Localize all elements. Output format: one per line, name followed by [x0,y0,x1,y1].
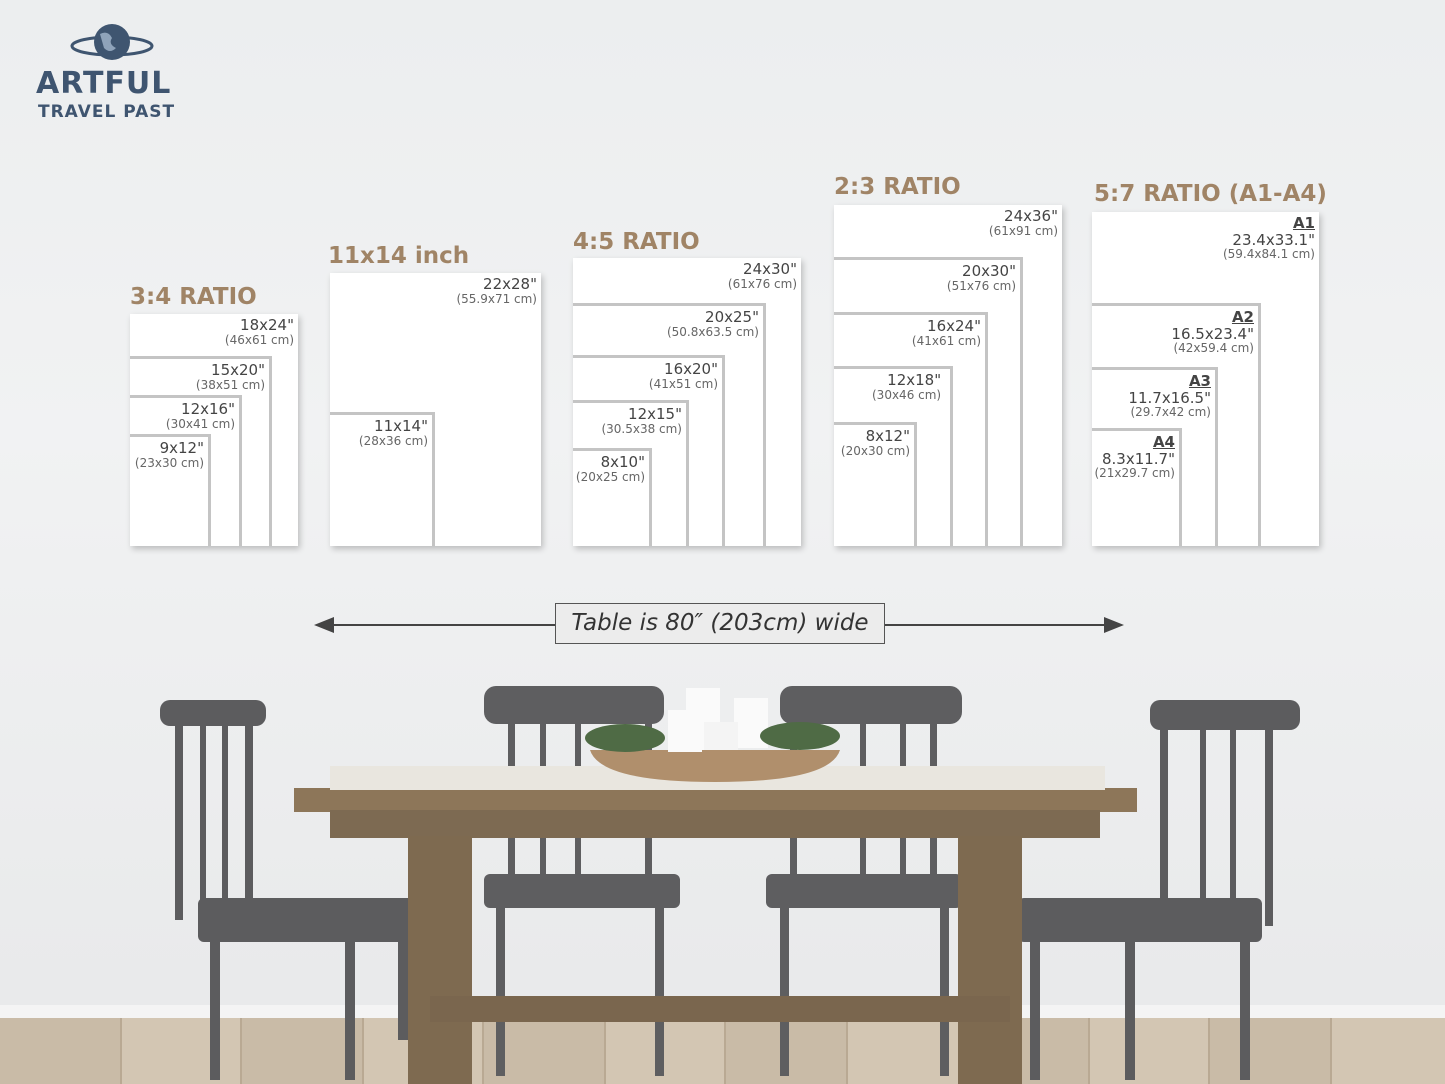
size-cm: (21x29.7 cm) [1094,466,1175,480]
size-cm: (59.4x84.1 cm) [1222,247,1315,261]
size-inches: 9x12" [159,439,204,457]
dining-scene [160,686,1300,1084]
size-cm: (51x76 cm) [946,278,1016,293]
frame-size: A4 8.3x11.7" (21x29.7 cm) [1092,428,1182,546]
size-inches: 12x18" [887,371,942,389]
size-inches: 23.4x33.1" [1232,230,1315,249]
size-cm: (41x51 cm) [648,376,718,391]
size-group-5-7: A1 23.4x33.1" (59.4x84.1 cm) A2 16.5x23.4"(… [1092,212,1319,546]
size-cm: (61x91 cm) [988,223,1058,238]
frame-size: 8x10" (20x25 cm) [573,448,652,546]
group-title: 5:7 RATIO (A1-A4) [1094,181,1327,207]
size-inches: 12x16" [181,400,235,418]
frame-size: 11x14" (28x36 cm) [330,412,435,546]
size-inches: 24x36" [1004,207,1058,225]
chair-left-far [160,700,416,1080]
size-group-4-5: 24x30" (61x76 cm) 20x25" (50.8x63.5 cm) 16… [573,258,801,546]
size-inches: 8x12" [865,427,910,445]
size-cm: (29.7x42 cm) [1130,405,1211,419]
paper-size: A1 [1292,214,1315,232]
size-cm: (20x30 cm) [840,443,910,458]
size-cm: (23x30 cm) [134,455,204,470]
size-group-11x14: 22x28" (55.9x71 cm) 11x14" (28x36 cm) [330,273,541,546]
size-cm: (20x25 cm) [575,469,645,484]
size-group-2-3: 24x36" (61x91 cm) 20x30" (51x76 cm) 16x24"… [834,205,1062,546]
size-inches: 15x20" [211,361,265,379]
paper-size: A3 [1188,372,1211,390]
frame-size: 9x12" (23x30 cm) [130,434,211,546]
frame-size: 22x28" (55.9x71 cm) [330,273,541,546]
size-inches: 8.3x11.7" [1101,449,1175,468]
frame-size: 24x36" (61x91 cm) [834,205,1062,546]
size-inches: 24x30" [743,260,797,278]
group-title: 4:5 RATIO [573,229,700,255]
size-group-3-4: 18x24" (46x61 cm) 15x20" (38x51 cm) 12x16"… [130,314,298,546]
centerpiece [585,688,840,782]
group-title: 2:3 RATIO [834,174,961,200]
size-inches: 18x24" [240,316,294,334]
size-cm: (42x59.4 cm) [1173,341,1254,355]
size-cm: (28x36 cm) [358,433,428,448]
wood-floor [0,1018,1445,1084]
frame-size: 18x24" (46x61 cm) [130,314,298,546]
size-cm: (46x61 cm) [224,332,294,347]
arrow-right-icon [1104,617,1124,633]
brand-name: ARTFUL [36,66,172,101]
size-inches: 16.5x23.4" [1171,324,1254,343]
globe-icon [70,24,154,60]
arrow-line [885,624,1107,626]
size-inches: 20x25" [705,308,759,326]
size-cm: (50.8x63.5 cm) [666,324,759,339]
size-cm: (38x51 cm) [195,377,265,392]
group-title: 3:4 RATIO [130,284,257,310]
paper-size: A4 [1152,433,1175,451]
dining-table [294,766,1137,1084]
frame-size: A1 23.4x33.1" (59.4x84.1 cm) [1092,212,1319,546]
size-cm: (30.5x38 cm) [601,421,682,436]
table-width-label: Table is 80″ (203cm) wide [555,603,885,644]
frame-size: 24x30" (61x76 cm) [573,258,801,546]
size-inches: 20x30" [962,262,1016,280]
size-cm: (61x76 cm) [727,276,797,291]
size-inches: 11.7x16.5" [1128,388,1211,407]
brand-subtitle: TRAVEL PAST [38,102,176,122]
arrow-line [330,624,555,626]
size-cm: (30x41 cm) [165,416,235,431]
chair-right-far [1018,700,1300,1080]
group-title: 11x14 inch [328,243,470,269]
frame-size: 8x12" (20x30 cm) [834,422,917,546]
size-inches: 22x28" [483,275,537,293]
size-inches: 16x20" [664,360,718,378]
size-inches: 16x24" [927,317,981,335]
size-cm: (30x46 cm) [872,387,942,402]
size-inches: 8x10" [600,453,645,471]
size-inches: 11x14" [374,417,428,435]
size-inches: 12x15" [628,405,682,423]
size-cm: (41x61 cm) [911,333,981,348]
arrow-left-icon [314,617,334,633]
size-cm: (55.9x71 cm) [456,291,537,306]
paper-size: A2 [1231,308,1254,326]
